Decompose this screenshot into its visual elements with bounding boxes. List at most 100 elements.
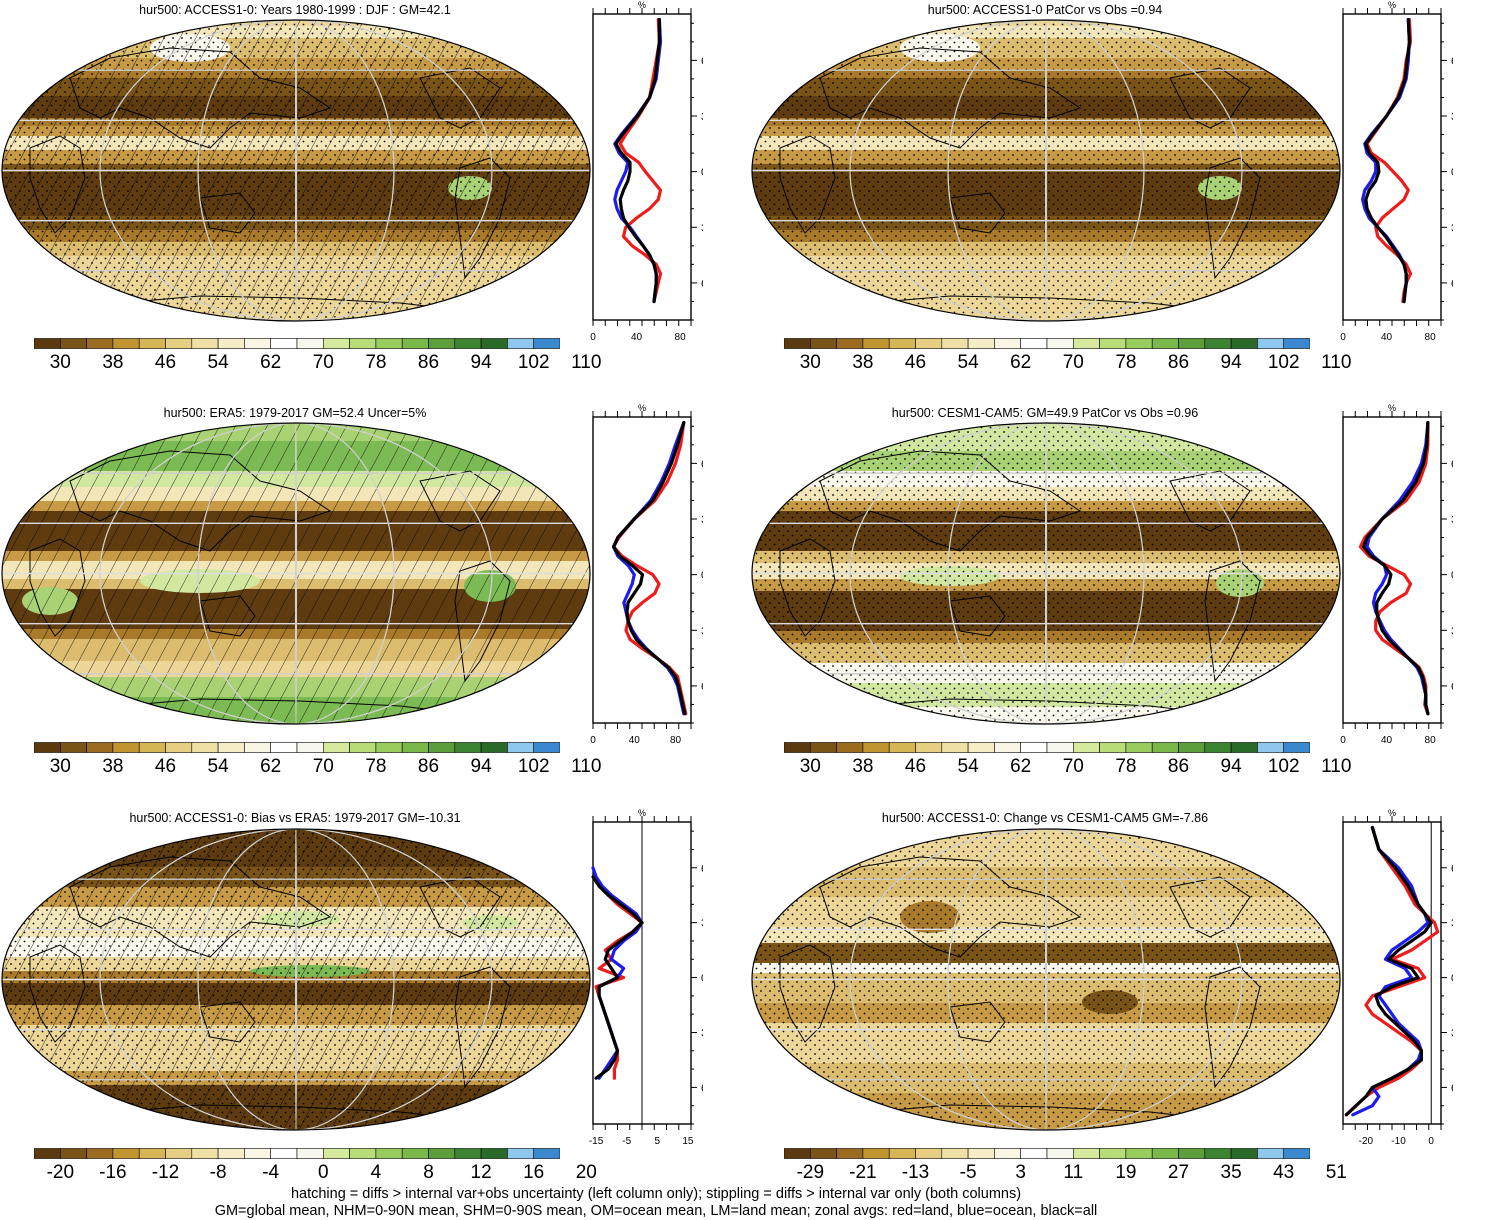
colorbar-box <box>59 742 87 753</box>
colorbar-tick-label: 35 <box>1220 1162 1242 1183</box>
colorbar-box <box>1230 338 1258 349</box>
colorbar-tick-label: 62 <box>260 352 282 373</box>
colorbar-tick-label: 46 <box>904 352 927 373</box>
colorbar-box <box>784 742 811 753</box>
colorbar-box <box>967 742 995 753</box>
colorbar-tick-label: -4 <box>262 1162 280 1183</box>
meridian-line <box>947 829 1145 1130</box>
zonal-lat-label: 30S <box>1451 1027 1453 1039</box>
zonal-lat-label: 60S <box>1451 681 1453 693</box>
colorbar-box <box>270 742 298 753</box>
colorbar-box <box>836 1148 864 1159</box>
zonal-x-tick-label: 40 <box>1381 735 1393 746</box>
colorbar-tick-label: -5 <box>959 1162 977 1183</box>
colorbar-box <box>1257 742 1284 753</box>
colorbar-tick-label: -29 <box>796 1162 825 1183</box>
colorbar-tick-label: 110 <box>1321 756 1352 777</box>
zonal-x-tick-label: 80 <box>1425 735 1437 746</box>
colorbar-box <box>1072 1148 1100 1159</box>
colorbar-tick-label: 78 <box>1115 352 1137 373</box>
colorbar-tick-label: 110 <box>571 756 602 777</box>
meridian-line <box>849 423 1243 724</box>
zonal-lat-label: 60N <box>1451 458 1453 470</box>
colorbar-box <box>862 338 890 349</box>
colorbar-tick-label: 3 <box>1015 1162 1026 1183</box>
colorbar-tick-label: 102 <box>1267 352 1300 373</box>
meridian-line <box>197 423 395 724</box>
colorbar-tick-label: 78 <box>1115 756 1137 777</box>
colorbar-box <box>967 1148 995 1159</box>
colorbar-box <box>191 1148 219 1159</box>
colorbar-box <box>1178 1148 1206 1159</box>
map-cesm <box>751 422 1341 725</box>
colorbar-box <box>165 1148 193 1159</box>
colorbar-tick-label: 38 <box>852 756 874 777</box>
zonal-x-tick-label: -20 <box>1359 1136 1374 1147</box>
colorbar-box <box>836 742 864 753</box>
zonal-lat-label: 30S <box>1451 625 1453 637</box>
panel-title-3: hur500: ERA5: 1979-2017 GM=52.4 Uncer=5% <box>163 406 427 420</box>
colorbar-box <box>1125 742 1153 753</box>
colorbar-box <box>915 338 943 349</box>
colorbar-tick-label: 94 <box>1220 756 1242 777</box>
zonal-lat-label: 30S <box>701 1027 703 1039</box>
colorbar-box <box>888 338 916 349</box>
colorbar-tick-label: 46 <box>154 352 177 373</box>
meridian-line <box>1044 423 1048 724</box>
zonal-x-tick-label: 80 <box>670 735 682 746</box>
colorbar-tick-label: 12 <box>470 1162 492 1183</box>
colorbar-5 <box>34 1148 560 1159</box>
colorbar-tick-label: 38 <box>852 352 874 373</box>
meridian-line <box>947 423 1145 724</box>
colorbar-box <box>1020 1148 1048 1159</box>
zonal-series-all <box>1364 18 1412 304</box>
colorbar-box <box>533 742 560 753</box>
colorbar-box <box>244 742 271 753</box>
colorbar-box <box>784 338 811 349</box>
zonal-lat-label: 60S <box>701 681 703 693</box>
colorbar-box <box>322 742 350 753</box>
zonal-x-tick-label: 0 <box>590 332 596 343</box>
zonal-series-all <box>1344 825 1433 1117</box>
panel-title-1: hur500: ACCESS1-0: Years 1980-1999 : DJF… <box>139 3 451 17</box>
colorbar-box <box>401 742 429 753</box>
zonal-plot-3: % 60N 30N 0 30S 60S 0 40 80 <box>590 403 703 746</box>
colorbar-tick-label: 102 <box>1267 756 1300 777</box>
map-access-patcor <box>751 19 1341 322</box>
zonal-x-tick-label: 0 <box>1340 332 1346 343</box>
colorbar-box <box>401 338 429 349</box>
colorbar-box <box>349 742 377 753</box>
colorbar-box <box>480 338 508 349</box>
colorbar-box <box>59 1148 87 1159</box>
colorbar-tick-label: 62 <box>1010 352 1032 373</box>
colorbar-box <box>1099 742 1127 753</box>
zonal-lat-label: 30N <box>701 918 703 930</box>
zonal-series-all <box>591 875 644 1080</box>
colorbar-tick-label: 27 <box>1167 1162 1190 1183</box>
colorbar-tick-label: 0 <box>318 1162 329 1183</box>
colorbar-box <box>270 338 298 349</box>
colorbar-tick-label: 38 <box>102 352 124 373</box>
zonal-lat-label: 0 <box>701 167 703 179</box>
colorbar-box <box>1283 338 1310 349</box>
zonal-series-all <box>612 421 687 716</box>
zonal-series-all <box>614 18 662 304</box>
colorbar-tick-label: 102 <box>517 756 550 777</box>
zonal-x-tick-label: -15 <box>589 1136 604 1147</box>
colorbar-box <box>1178 338 1206 349</box>
colorbar-box <box>507 742 534 753</box>
colorbar-1 <box>34 338 560 349</box>
zonal-x-tick-label: 80 <box>675 332 687 343</box>
colorbar-box <box>809 338 837 349</box>
meridian-line <box>1044 829 1048 1130</box>
colorbar-tick-label: 86 <box>417 352 440 373</box>
colorbar-tick-label: 62 <box>260 756 282 777</box>
zonal-lat-label: 60N <box>1451 863 1453 875</box>
zonal-lat-label: 60N <box>701 55 703 67</box>
colorbar-box <box>401 1148 429 1159</box>
zonal-lat-label: 0 <box>701 973 703 985</box>
colorbar-box <box>941 1148 969 1159</box>
colorbar-box <box>138 1148 166 1159</box>
zonal-unit-label: % <box>638 0 646 10</box>
zonal-lat-label: 30S <box>701 625 703 637</box>
